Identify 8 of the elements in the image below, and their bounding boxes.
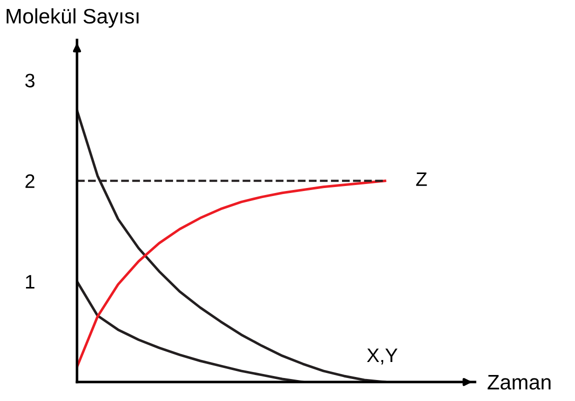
y-tick-label: 2 (26, 174, 34, 188)
series-label: X,Y (366, 348, 398, 365)
line-series (77, 280, 304, 382)
series-label: Z (416, 172, 427, 186)
y-tick-label: 1 (26, 275, 34, 288)
y-axis-title: Molekül Sayısı (6, 8, 138, 28)
y-tick-label: 3 (25, 74, 34, 88)
x-axis-title: Zaman (488, 375, 550, 390)
